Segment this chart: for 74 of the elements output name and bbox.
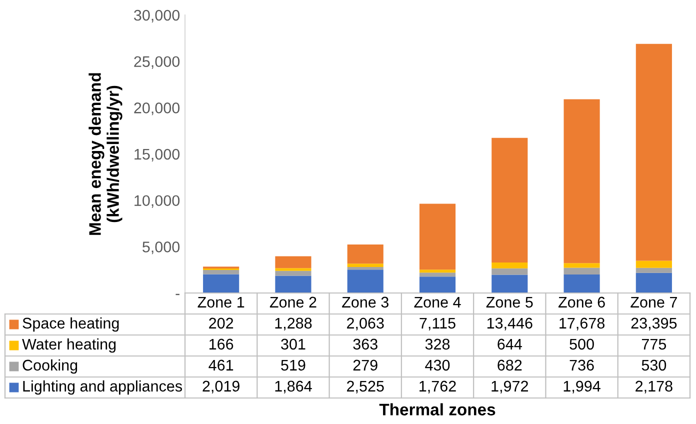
bar	[492, 268, 528, 275]
bar	[492, 274, 528, 293]
y-tick-label: 20,000	[134, 102, 180, 116]
bar	[203, 274, 240, 293]
bar	[564, 263, 600, 268]
data-label: 7,115	[420, 318, 456, 330]
bar	[347, 244, 384, 264]
bar	[419, 276, 456, 293]
bar	[347, 270, 384, 293]
bar	[275, 270, 312, 276]
data-label: 328	[425, 338, 450, 350]
legend-label: Cooking	[22, 359, 78, 374]
data-label: 736	[570, 360, 594, 371]
y-tick-label: 30,000	[134, 10, 180, 22]
x-tick-label: Zone 1	[198, 296, 244, 308]
data-label: 279	[353, 360, 378, 371]
bar	[419, 272, 456, 277]
data-label: 301	[281, 338, 306, 350]
y-axis-title: Mean enegy demand (kWh/dwelling/yr)	[88, 73, 122, 235]
x-tick-label: Zone 4	[414, 296, 461, 308]
legend-label: Space heating	[22, 317, 119, 332]
data-label: 17,678	[560, 318, 604, 330]
bar	[275, 276, 312, 293]
bar	[636, 44, 672, 261]
data-label: 682	[498, 360, 522, 371]
data-label: 1,762	[420, 380, 456, 394]
data-label: 1,994	[564, 380, 600, 394]
x-tick-label: Zone 7	[630, 296, 677, 308]
bar	[492, 138, 528, 262]
legend-label: Lighting and appliances	[23, 380, 182, 395]
bar	[347, 267, 384, 270]
bar	[564, 99, 600, 264]
data-label: 363	[353, 338, 378, 350]
y-tick-label: -	[176, 294, 180, 296]
bar	[636, 260, 672, 268]
data-label: 500	[570, 338, 594, 350]
y-tick-label: 5,000	[142, 242, 180, 254]
bar	[564, 274, 600, 293]
data-label: 13,446	[487, 318, 532, 330]
x-tick-label: Zone 3	[342, 296, 388, 308]
data-label: 1,972	[492, 380, 528, 394]
data-label: 461	[208, 360, 234, 371]
bar	[275, 268, 312, 271]
bar	[419, 204, 456, 270]
data-label: 644	[498, 338, 522, 350]
bar	[419, 270, 456, 273]
bar	[564, 268, 600, 275]
legend-label: Water heating	[22, 338, 116, 353]
data-label: 1,864	[275, 380, 312, 394]
bar	[347, 264, 384, 268]
data-label: 2,019	[202, 380, 240, 394]
data-label: 430	[425, 360, 450, 371]
data-label: 2,525	[347, 380, 384, 394]
data-label: 775	[642, 338, 666, 350]
bar	[636, 268, 672, 273]
bar	[275, 256, 312, 268]
bar	[203, 270, 240, 274]
data-label: 23,395	[631, 318, 677, 330]
data-label: 530	[642, 360, 666, 371]
bar	[492, 262, 528, 268]
y-tick-label: 10,000	[134, 195, 180, 208]
x-tick-label: Zone 6	[558, 296, 605, 308]
bar	[636, 272, 672, 293]
data-label: 519	[281, 360, 306, 371]
data-label: 1,288	[275, 318, 312, 330]
x-tick-label: Zone 2	[270, 296, 316, 308]
data-label: 2,063	[347, 318, 384, 330]
y-tick-label: 15,000	[134, 148, 180, 162]
y-tick-label: 25,000	[134, 56, 180, 69]
text: Thermal zones	[379, 403, 496, 416]
x-tick-label: Zone 5	[486, 296, 533, 308]
data-label: 166	[209, 338, 234, 350]
data-label: 2,178	[636, 380, 672, 394]
data-label: 202	[209, 318, 234, 329]
